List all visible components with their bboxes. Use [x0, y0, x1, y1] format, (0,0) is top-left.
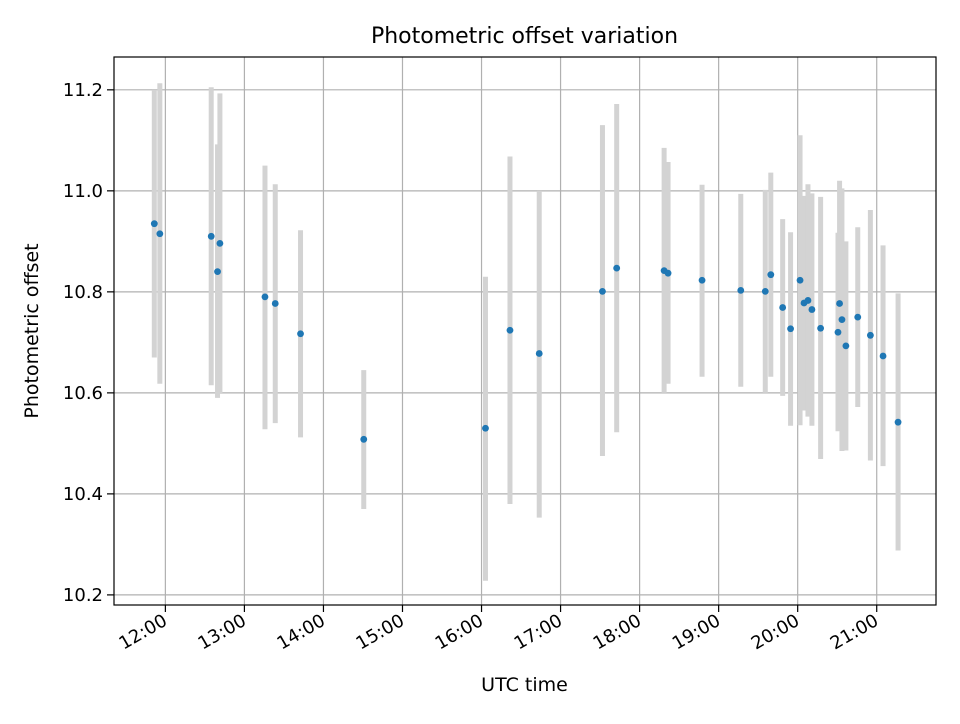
- data-point: [808, 306, 816, 313]
- data-point: [879, 352, 887, 360]
- data-point: [842, 342, 850, 350]
- data-point: [506, 326, 514, 334]
- data-point: [535, 350, 543, 357]
- data-point: [796, 276, 804, 284]
- data-point: [836, 300, 843, 307]
- data-point: [817, 324, 825, 332]
- y-tick-label: 10.6: [63, 383, 103, 404]
- data-points: [150, 220, 902, 443]
- data-point: [698, 276, 706, 284]
- data-point: [297, 330, 304, 338]
- data-point: [216, 239, 224, 247]
- x-axis-label: UTC time: [481, 674, 568, 696]
- data-point: [261, 293, 269, 301]
- data-point: [664, 269, 672, 277]
- data-point: [599, 287, 606, 295]
- data-point: [767, 271, 775, 279]
- data-point: [834, 328, 842, 336]
- y-tick-label: 10.2: [63, 585, 103, 606]
- data-point: [866, 331, 874, 339]
- plot-area-frame: [113, 56, 937, 606]
- data-point: [787, 325, 794, 333]
- data-point: [150, 220, 158, 228]
- data-point: [482, 424, 489, 432]
- data-point: [156, 230, 164, 238]
- data-point: [613, 264, 621, 272]
- data-point: [214, 268, 221, 276]
- data-point: [854, 313, 862, 321]
- data-point: [761, 287, 769, 295]
- data-point: [207, 232, 215, 240]
- y-axis-label: Photometric offset: [21, 243, 43, 418]
- y-tick-label: 11.0: [63, 181, 103, 202]
- y-tick-label: 10.8: [63, 282, 103, 303]
- y-tick-label: 10.4: [63, 484, 103, 505]
- y-tick-label: 11.2: [63, 80, 103, 101]
- data-point: [360, 435, 368, 443]
- y-axis-ticks: 10.2 10.4 10.6 10.8 11.0 11.2: [63, 80, 114, 606]
- data-point: [894, 418, 902, 426]
- chart-title: Photometric offset variation: [371, 24, 678, 49]
- data-point: [271, 300, 279, 307]
- data-point: [838, 316, 846, 324]
- data-point: [804, 297, 812, 304]
- data-point: [737, 286, 745, 294]
- data-point: [779, 304, 787, 311]
